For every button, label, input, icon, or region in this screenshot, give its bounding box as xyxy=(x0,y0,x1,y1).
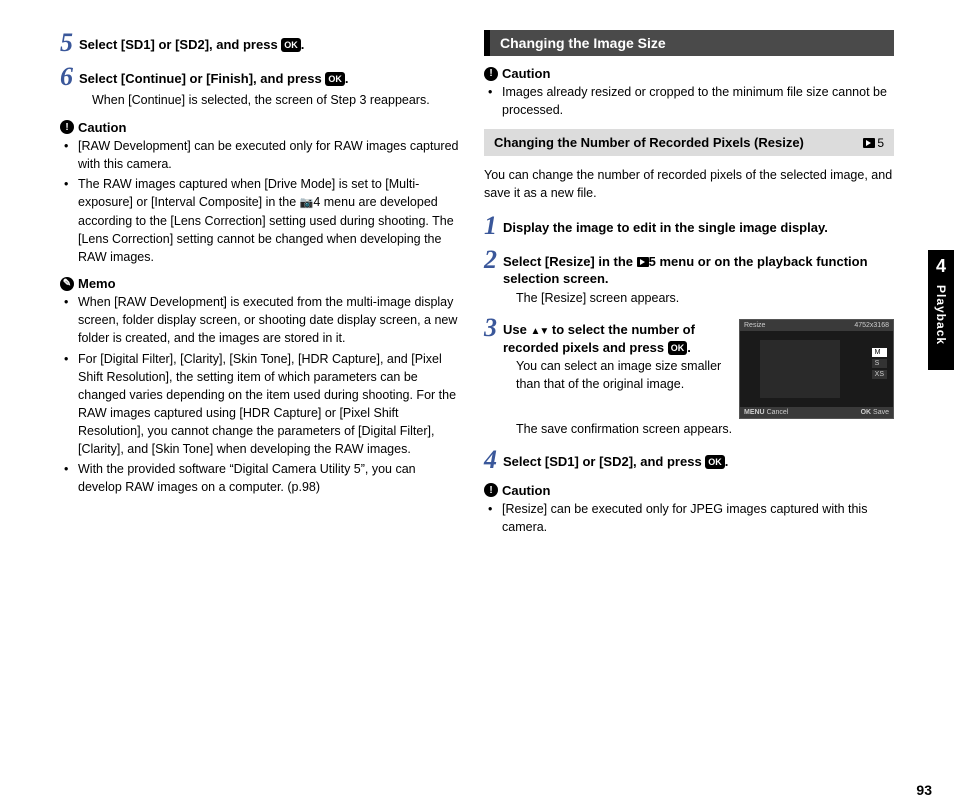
caution-list: Images already resized or cropped to the… xyxy=(484,83,894,119)
updown-icon xyxy=(530,322,548,337)
caution-label: Caution xyxy=(78,120,126,135)
caution-list: [Resize] can be executed only for JPEG i… xyxy=(484,500,894,536)
camera-icon xyxy=(300,195,314,209)
chapter-tab: 4 Playback xyxy=(928,250,954,370)
caution-list: [RAW Development] can be executed only f… xyxy=(60,137,460,267)
list-item: [Resize] can be executed only for JPEG i… xyxy=(484,500,894,536)
list-item: [RAW Development] can be executed only f… xyxy=(60,137,460,173)
lcd-option: S xyxy=(872,359,887,368)
step-number: 2 xyxy=(484,247,497,273)
step-1: 1 Display the image to edit in the singl… xyxy=(484,213,894,239)
step-number: 6 xyxy=(60,64,73,90)
lcd-save: OK Save xyxy=(861,409,889,416)
step-subtext: You can select an image size smaller tha… xyxy=(516,358,727,393)
lcd-option: M xyxy=(872,348,887,357)
step-title: Select [Continue] or [Finish], and press… xyxy=(79,64,348,88)
step-number: 1 xyxy=(484,213,497,239)
step-title: Select [Resize] in the 5 menu or on the … xyxy=(503,247,894,288)
list-item: With the provided software “Digital Came… xyxy=(60,460,460,496)
lcd-size-menu: M S XS xyxy=(872,348,887,379)
ok-icon: OK xyxy=(705,455,725,469)
step-3: 3 Use to select the number of recorded p… xyxy=(484,315,894,439)
step-5: 5 Select [SD1] or [SD2], and press OK. xyxy=(60,30,460,56)
caution-heading: ! Caution xyxy=(484,66,894,81)
playback-icon xyxy=(637,257,649,267)
lcd-option: XS xyxy=(872,370,887,379)
step-subtext: The [Resize] screen appears. xyxy=(516,290,894,308)
list-item: When [RAW Development] is executed from … xyxy=(60,293,460,347)
lcd-image-area xyxy=(760,340,840,398)
ok-icon: OK xyxy=(668,341,688,355)
intro-text: You can change the number of recorded pi… xyxy=(484,166,894,202)
caution-heading: ! Caution xyxy=(484,483,894,498)
step-number: 5 xyxy=(60,30,73,56)
caution-icon: ! xyxy=(484,483,498,497)
ok-icon: OK xyxy=(325,72,345,86)
caution-label: Caution xyxy=(502,483,550,498)
step-title: Use to select the number of recorded pix… xyxy=(503,315,727,356)
step-4: 4 Select [SD1] or [SD2], and press OK. xyxy=(484,447,894,473)
step-2: 2 Select [Resize] in the 5 menu or on th… xyxy=(484,247,894,308)
lcd-preview: Resize 4752x3168 M S XS MENU Cancel OK S… xyxy=(739,319,894,419)
step-subtext: When [Continue] is selected, the screen … xyxy=(92,92,460,110)
chapter-number: 4 xyxy=(928,256,954,277)
step-title: Select [SD1] or [SD2], and press OK. xyxy=(79,30,304,54)
caution-icon: ! xyxy=(60,120,74,134)
step-title: Display the image to edit in the single … xyxy=(503,213,828,237)
memo-icon: ✎ xyxy=(60,277,74,291)
ok-icon: OK xyxy=(281,38,301,52)
list-item: The RAW images captured when [Drive Mode… xyxy=(60,175,460,266)
subsection-title: Changing the Number of Recorded Pixels (… xyxy=(494,135,804,150)
subsection-bar: Changing the Number of Recorded Pixels (… xyxy=(484,129,894,156)
caution-label: Caution xyxy=(502,66,550,81)
list-item: For [Digital Filter], [Clarity], [Skin T… xyxy=(60,350,460,459)
caution-heading: ! Caution xyxy=(60,120,460,135)
memo-list: When [RAW Development] is executed from … xyxy=(60,293,460,496)
page-number: 93 xyxy=(916,782,932,798)
memo-label: Memo xyxy=(78,276,116,291)
step-number: 3 xyxy=(484,315,497,341)
step-title: Select [SD1] or [SD2], and press OK. xyxy=(503,447,728,471)
lcd-title: Resize xyxy=(744,322,765,329)
step-subtext: The save confirmation screen appears. xyxy=(516,421,894,439)
lcd-cancel: MENU Cancel xyxy=(744,409,788,416)
step-6: 6 Select [Continue] or [Finish], and pre… xyxy=(60,64,460,110)
left-column: 5 Select [SD1] or [SD2], and press OK. 6… xyxy=(60,30,460,540)
caution-icon: ! xyxy=(484,67,498,81)
menu-tag: 5 xyxy=(863,136,884,150)
section-title-bar: Changing the Image Size xyxy=(484,30,894,56)
right-column: Changing the Image Size ! Caution Images… xyxy=(484,30,894,540)
chapter-label: Playback xyxy=(934,285,948,345)
lcd-resolution: 4752x3168 xyxy=(854,322,889,329)
step-number: 4 xyxy=(484,447,497,473)
list-item: Images already resized or cropped to the… xyxy=(484,83,894,119)
playback-icon xyxy=(863,138,875,148)
memo-heading: ✎ Memo xyxy=(60,276,460,291)
